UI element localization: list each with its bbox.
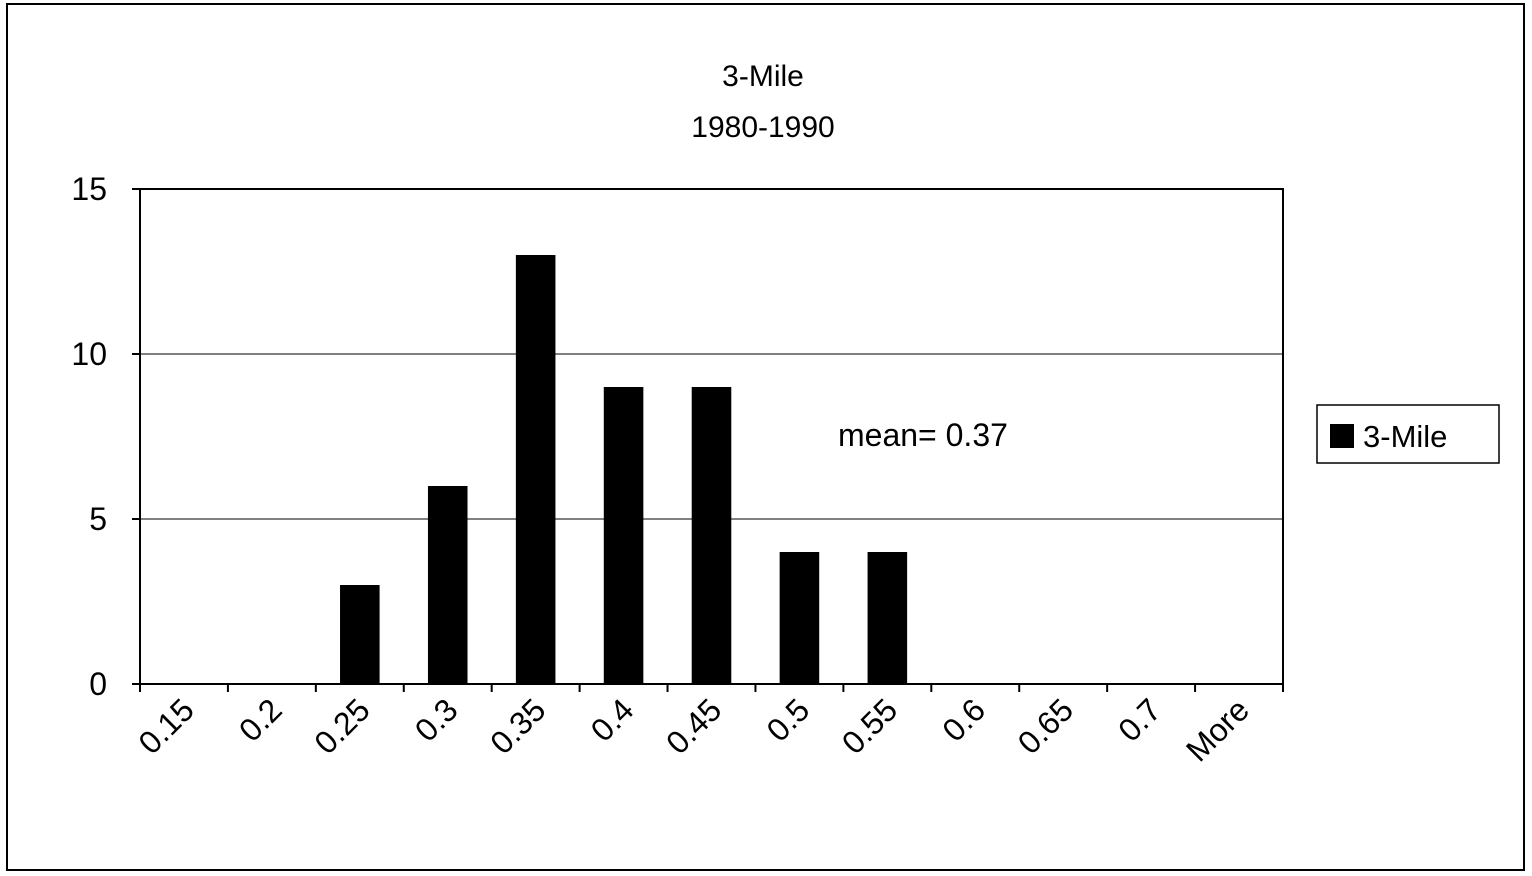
x-tick-label: 0.35	[483, 691, 552, 760]
legend-swatch	[1330, 424, 1354, 448]
x-tick-label: More	[1179, 691, 1256, 768]
x-tick-label: 0.55	[835, 691, 904, 760]
bar-0.4	[603, 387, 644, 684]
plot-area	[139, 188, 1284, 685]
bar-0.5	[779, 552, 820, 684]
bars	[340, 255, 908, 684]
x-tick-label: 0.2	[232, 691, 289, 748]
bar-0.35	[515, 255, 556, 684]
x-tick-label: 0.45	[659, 691, 728, 760]
y-axis: 0 5 10 15	[71, 171, 140, 702]
x-axis: 0.15 0.2 0.25 0.3 0.35 0.4 0.45 0.5 0.55 0.6 0.65 0…	[131, 684, 1284, 769]
bar-0.45	[691, 387, 732, 684]
x-tick-label: 0.65	[1011, 691, 1080, 760]
x-tick-label: 0.5	[759, 691, 816, 748]
legend-label: 3-Mile	[1363, 419, 1447, 454]
y-tick-label: 0	[89, 666, 107, 702]
x-tick-label: 0.25	[307, 691, 376, 760]
legend: 3-Mile	[1316, 404, 1500, 464]
x-tick-label: 0.15	[131, 691, 200, 760]
x-tick-label: 0.3	[408, 691, 465, 748]
bar-0.3	[427, 486, 468, 684]
y-tick-label: 5	[89, 501, 107, 537]
x-tick-label: 0.4	[584, 691, 641, 748]
x-tick-label: 0.6	[935, 691, 992, 748]
y-tick-label: 15	[71, 171, 107, 207]
x-tick-label: 0.7	[1111, 691, 1168, 748]
mean-annotation: mean= 0.37	[838, 417, 1008, 453]
bar-0.55	[867, 552, 908, 684]
chart-title-line-2: 1980-1990	[691, 111, 834, 144]
chart-title-line-1: 3-Mile	[722, 60, 804, 93]
y-tick-label: 10	[71, 336, 107, 372]
bar-0.25	[340, 585, 380, 684]
chart-frame	[6, 3, 1525, 871]
